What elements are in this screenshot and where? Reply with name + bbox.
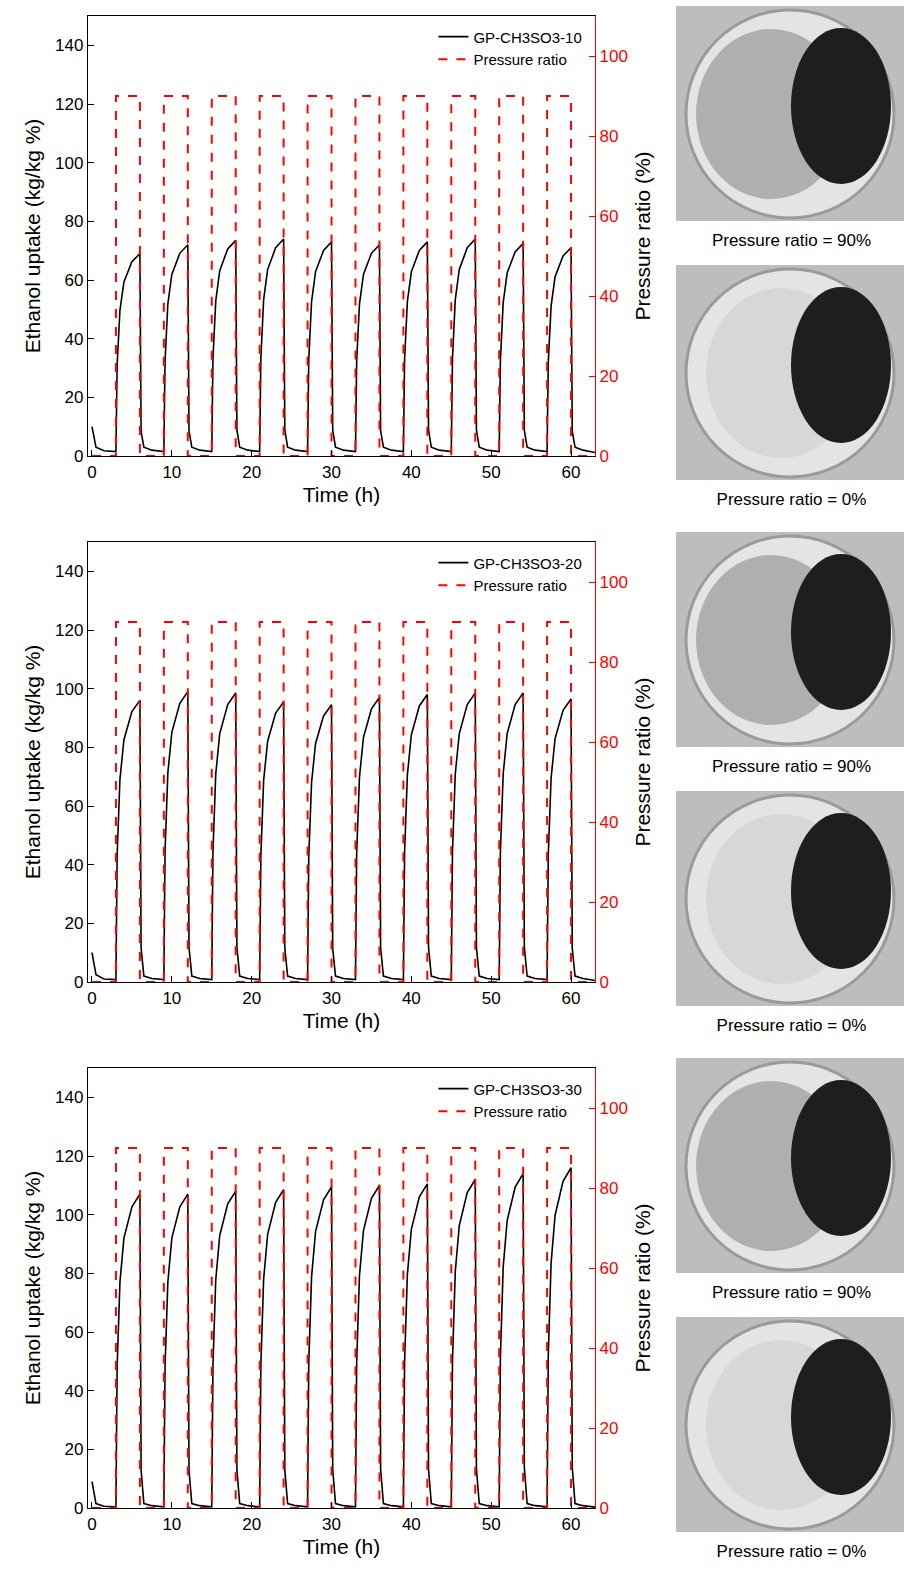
svg-text:20: 20 bbox=[64, 1440, 83, 1459]
svg-text:100: 100 bbox=[55, 154, 83, 173]
svg-text:100: 100 bbox=[600, 1099, 628, 1118]
svg-text:60: 60 bbox=[562, 1515, 581, 1534]
svg-text:Ethanol uptake (kg/kg %): Ethanol uptake (kg/kg %) bbox=[21, 645, 44, 880]
svg-text:140: 140 bbox=[55, 562, 83, 581]
svg-text:60: 60 bbox=[600, 733, 619, 752]
svg-text:0: 0 bbox=[87, 989, 96, 1008]
svg-text:60: 60 bbox=[562, 989, 581, 1008]
svg-text:80: 80 bbox=[64, 1264, 83, 1283]
svg-text:40: 40 bbox=[402, 989, 421, 1008]
svg-text:0: 0 bbox=[74, 447, 83, 466]
svg-text:30: 30 bbox=[322, 463, 341, 482]
html-text:Pressure ratio = 0%: Pressure ratio = 0% bbox=[716, 1016, 867, 1035]
svg-text:50: 50 bbox=[482, 1515, 501, 1534]
svg-text:Time (h): Time (h) bbox=[303, 1009, 380, 1032]
svg-text:GP-CH3SO3-20: GP-CH3SO3-20 bbox=[473, 555, 581, 572]
svg-text:50: 50 bbox=[482, 463, 501, 482]
svg-text:50: 50 bbox=[482, 989, 501, 1008]
svg-text:Pressure ratio (%): Pressure ratio (%) bbox=[631, 1203, 654, 1372]
svg-text:80: 80 bbox=[64, 212, 83, 231]
svg-text:0: 0 bbox=[600, 1499, 609, 1518]
svg-text:Pressure ratio (%): Pressure ratio (%) bbox=[631, 151, 654, 320]
svg-text:40: 40 bbox=[64, 330, 83, 349]
svg-text:20: 20 bbox=[600, 1419, 619, 1438]
html-text:Pressure ratio = 90%: Pressure ratio = 90% bbox=[711, 757, 872, 776]
svg-text:Ethanol uptake (kg/kg %): Ethanol uptake (kg/kg %) bbox=[21, 119, 44, 354]
svg-text:GP-CH3SO3-10: GP-CH3SO3-10 bbox=[473, 29, 581, 46]
svg-text:100: 100 bbox=[600, 573, 628, 592]
svg-text:120: 120 bbox=[55, 95, 83, 114]
svg-text:40: 40 bbox=[600, 813, 619, 832]
svg-text:20: 20 bbox=[242, 1515, 261, 1534]
html-text:Pressure ratio = 0%: Pressure ratio = 0% bbox=[716, 1542, 867, 1561]
svg-text:100: 100 bbox=[55, 680, 83, 699]
svg-text:10: 10 bbox=[162, 463, 181, 482]
svg-text:30: 30 bbox=[322, 1515, 341, 1534]
svg-text:Pressure ratio: Pressure ratio bbox=[473, 577, 566, 594]
html-text:Pressure ratio = 0%: Pressure ratio = 0% bbox=[716, 490, 867, 509]
svg-text:140: 140 bbox=[55, 1088, 83, 1107]
svg-text:Pressure ratio (%): Pressure ratio (%) bbox=[631, 677, 654, 846]
svg-text:20: 20 bbox=[600, 893, 619, 912]
svg-text:20: 20 bbox=[242, 989, 261, 1008]
svg-text:80: 80 bbox=[600, 1179, 619, 1198]
svg-text:40: 40 bbox=[64, 856, 83, 875]
svg-text:60: 60 bbox=[600, 1259, 619, 1278]
svg-text:0: 0 bbox=[600, 973, 609, 992]
svg-text:0: 0 bbox=[87, 1515, 96, 1534]
svg-text:40: 40 bbox=[402, 463, 421, 482]
svg-text:80: 80 bbox=[600, 653, 619, 672]
svg-text:100: 100 bbox=[55, 1206, 83, 1225]
svg-text:Time (h): Time (h) bbox=[303, 483, 380, 506]
svg-text:0: 0 bbox=[74, 1499, 83, 1518]
svg-text:120: 120 bbox=[55, 1147, 83, 1166]
svg-text:20: 20 bbox=[64, 914, 83, 933]
svg-text:100: 100 bbox=[600, 47, 628, 66]
svg-text:60: 60 bbox=[64, 271, 83, 290]
svg-text:40: 40 bbox=[402, 1515, 421, 1534]
svg-text:120: 120 bbox=[55, 621, 83, 640]
svg-text:10: 10 bbox=[162, 989, 181, 1008]
svg-text:80: 80 bbox=[64, 738, 83, 757]
svg-text:10: 10 bbox=[162, 1515, 181, 1534]
html-text:Pressure ratio = 90%: Pressure ratio = 90% bbox=[711, 231, 872, 250]
svg-text:40: 40 bbox=[600, 1339, 619, 1358]
svg-text:Pressure ratio: Pressure ratio bbox=[473, 1103, 566, 1120]
svg-text:Ethanol uptake (kg/kg %): Ethanol uptake (kg/kg %) bbox=[21, 1171, 44, 1406]
svg-text:0: 0 bbox=[600, 447, 609, 466]
svg-text:60: 60 bbox=[562, 463, 581, 482]
svg-text:60: 60 bbox=[64, 797, 83, 816]
svg-text:Time (h): Time (h) bbox=[303, 1535, 380, 1558]
svg-text:30: 30 bbox=[322, 989, 341, 1008]
svg-text:20: 20 bbox=[242, 463, 261, 482]
html-text:Pressure ratio = 90%: Pressure ratio = 90% bbox=[711, 1283, 872, 1302]
svg-text:20: 20 bbox=[64, 388, 83, 407]
svg-text:60: 60 bbox=[64, 1323, 83, 1342]
svg-text:GP-CH3SO3-30: GP-CH3SO3-30 bbox=[473, 1081, 581, 1098]
svg-text:40: 40 bbox=[64, 1382, 83, 1401]
svg-text:140: 140 bbox=[55, 36, 83, 55]
svg-text:20: 20 bbox=[600, 367, 619, 386]
svg-text:60: 60 bbox=[600, 207, 619, 226]
svg-text:Pressure ratio: Pressure ratio bbox=[473, 51, 566, 68]
svg-text:0: 0 bbox=[87, 463, 96, 482]
svg-text:80: 80 bbox=[600, 127, 619, 146]
svg-text:40: 40 bbox=[600, 287, 619, 306]
svg-text:0: 0 bbox=[74, 973, 83, 992]
